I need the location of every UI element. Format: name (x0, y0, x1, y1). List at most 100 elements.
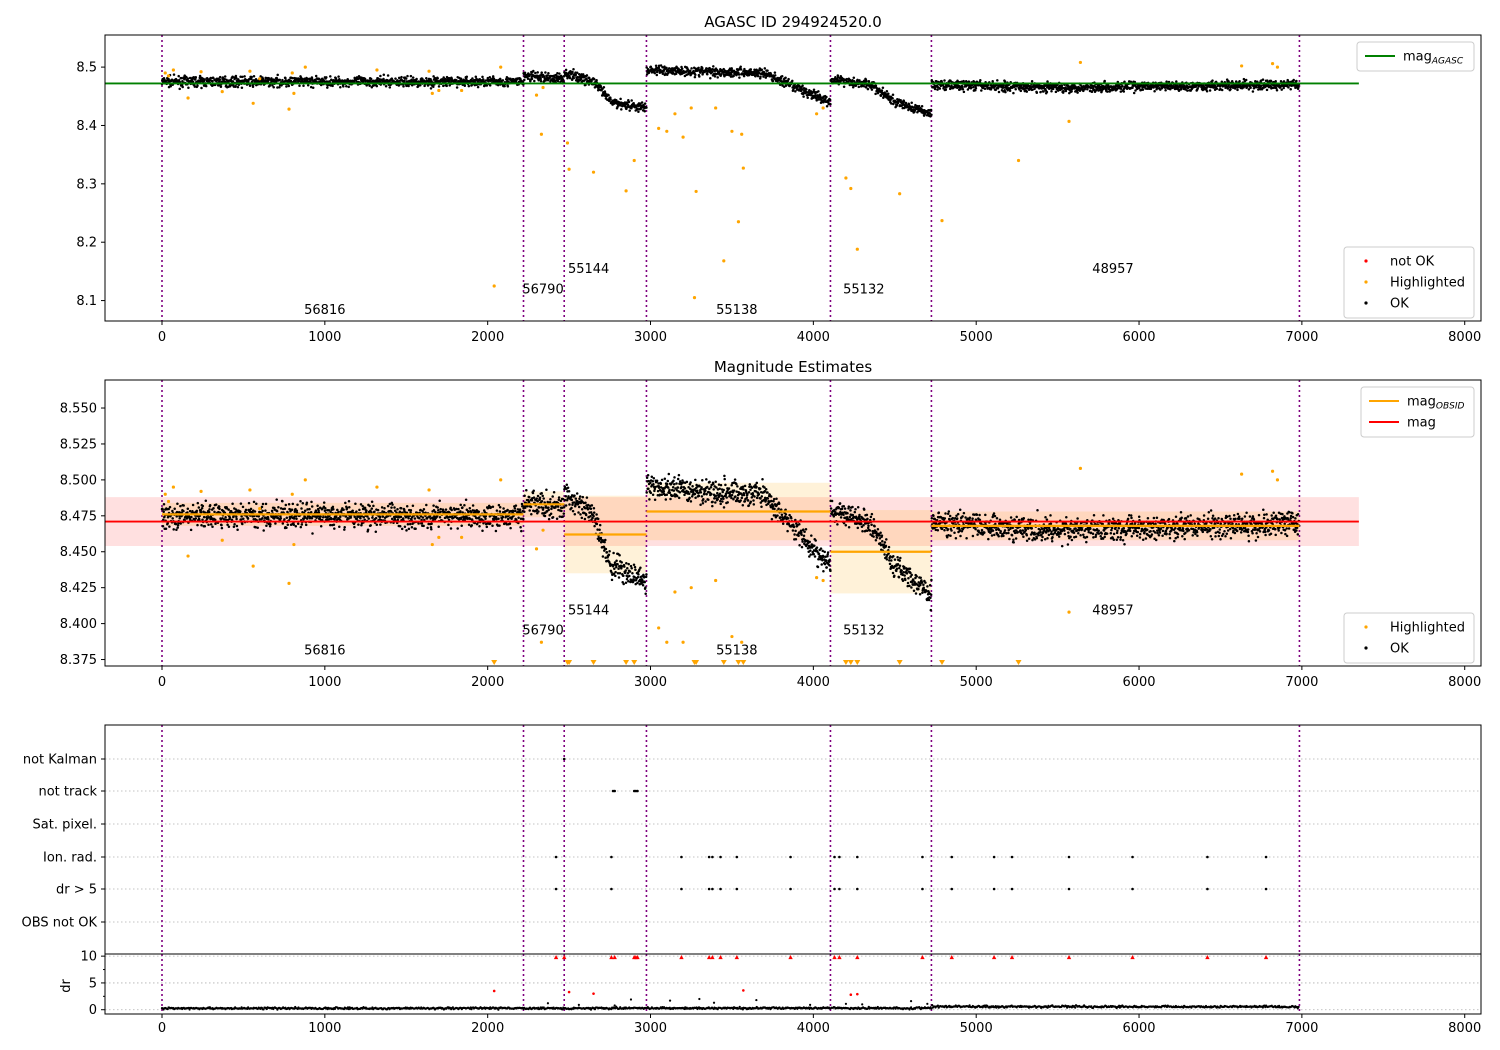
p2-ok-point (631, 571, 634, 575)
p1-ok-point (771, 79, 775, 83)
p1-ok-point (701, 66, 704, 70)
p2-ok-point (310, 500, 313, 504)
p2-ok-point (627, 562, 630, 566)
p2-ok-point (281, 522, 285, 525)
p2-ok-point (220, 526, 224, 530)
p1-obs-label: 55138 (716, 303, 757, 318)
p1-highlighted-point (736, 220, 741, 224)
p1-ok-point (879, 94, 883, 97)
p1-ok-point (1164, 89, 1167, 92)
p1-legend-label: not OK (1390, 255, 1435, 270)
p1-ok-point (415, 77, 418, 81)
p2-ok-point (520, 502, 524, 506)
p1-ok-point (415, 80, 419, 83)
p1-ok-point (539, 79, 543, 83)
p2-ok-point (231, 502, 234, 506)
p2-ok-point (620, 561, 623, 564)
p2-ok-point (624, 569, 627, 572)
p2-ok-point (523, 510, 526, 514)
p2-ok-point (196, 501, 200, 505)
p2-ok-point (513, 507, 517, 510)
p2-ok-point (390, 517, 394, 521)
p2-ok-point (564, 495, 568, 498)
p1-ok-point (693, 75, 697, 79)
p2-ok-point (529, 505, 533, 509)
p1-ok-point (1186, 89, 1189, 92)
p1-ok-point (547, 72, 550, 75)
p1-ok-point (943, 79, 946, 82)
p2-ok-point (255, 502, 258, 505)
p2-ok-point (354, 502, 357, 506)
p2-ok-point (199, 510, 203, 514)
p2-ok-point (589, 507, 593, 511)
p2-ok-point (481, 529, 484, 533)
panel2-title: Magnitude Estimates (714, 358, 872, 376)
p1-ok-point (1292, 78, 1295, 82)
p1-xtick-label: 0 (158, 330, 166, 345)
p1-ok-point (627, 100, 631, 104)
p1-ok-point (802, 95, 805, 98)
p1-ok-point (825, 104, 829, 108)
p2-ok-point (470, 524, 474, 527)
p2-ok-point (175, 528, 178, 532)
p2-ok-point (370, 500, 374, 503)
p1-ok-point (663, 65, 666, 68)
p1-ok-point (1030, 79, 1034, 83)
p2-ok-point (608, 549, 611, 553)
p1-ok-point (402, 85, 405, 88)
p1-ok-point (254, 77, 258, 81)
p1-highlighted-point (1240, 64, 1244, 68)
p1-ok-point (1031, 88, 1034, 91)
p2-ok-point (371, 516, 374, 519)
p2-ok-point (436, 506, 439, 509)
p1-ok-point (983, 87, 987, 90)
p1-ok-point (585, 74, 589, 77)
p1-ok-point (485, 84, 489, 87)
p1-ok-point (870, 88, 874, 91)
p2-ok-point (541, 494, 544, 498)
p2-ok-point (190, 515, 193, 519)
p1-ok-point (603, 90, 607, 93)
p1-ok-point (234, 84, 237, 88)
p1-ok-point (1089, 86, 1093, 90)
p1-ok-point (583, 79, 586, 82)
p1-ok-point (944, 88, 948, 92)
p2-ok-point (468, 507, 472, 510)
p1-ok-point (526, 77, 530, 81)
p1-ok-point (198, 74, 202, 78)
p1-ok-point (759, 75, 762, 78)
p2-ok-point (303, 509, 307, 512)
p2-ok-point (618, 554, 621, 557)
p1-ok-point (241, 75, 244, 79)
p1-ok-point (851, 85, 855, 89)
p2-ok-point (337, 510, 340, 514)
p2-ok-point (161, 508, 164, 511)
p1-ok-point (219, 85, 223, 89)
p2-ok-point (213, 510, 216, 514)
p1-ok-point (805, 88, 808, 91)
p1-ok-point (540, 71, 543, 74)
p2-ok-point (161, 525, 165, 528)
p2-ok-point (562, 505, 566, 509)
p2-ok-point (372, 504, 375, 508)
p2-ok-point (176, 523, 180, 527)
p2-ok-point (613, 567, 616, 570)
p1-ok-point (780, 74, 784, 78)
p1-ok-point (486, 76, 490, 80)
p2-ok-point (630, 566, 633, 570)
p1-ok-point (791, 79, 794, 83)
p2-ok-point (578, 495, 582, 498)
p2-ok-point (264, 509, 267, 512)
p2-ok-point (478, 524, 481, 528)
p1-ok-point (864, 86, 868, 89)
p1-ok-point (967, 80, 971, 83)
p1-ok-point (384, 85, 388, 88)
p1-ok-point (442, 76, 445, 79)
p1-ok-point (645, 66, 648, 69)
p1-ok-point (933, 87, 937, 91)
p1-ok-point (276, 86, 279, 89)
p1-ok-point (556, 79, 560, 83)
p2-ok-point (244, 508, 248, 512)
p1-legend-label: Highlighted (1390, 276, 1465, 291)
